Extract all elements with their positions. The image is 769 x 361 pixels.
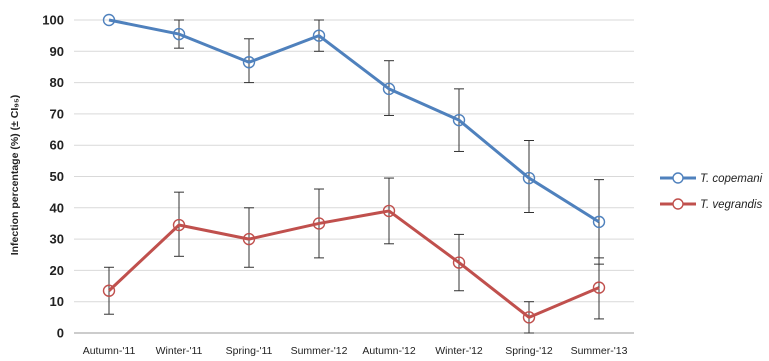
y-tick-label: 10 (50, 294, 64, 309)
data-point-marker (172, 27, 186, 41)
data-point-marker (452, 256, 466, 269)
series-markers (102, 13, 606, 324)
data-point-marker (172, 218, 186, 232)
y-axis-ticks: 0 10 20 30 40 50 60 70 80 90 100 (42, 13, 64, 341)
x-axis-ticks: Autumn-'11 Winter-'11 Spring-'11 Summer-'12… (83, 345, 628, 357)
y-tick-label: 40 (50, 200, 64, 215)
data-point-marker (592, 281, 606, 294)
y-tick-label: 100 (42, 13, 64, 28)
x-tick-label: Autumn-'11 (83, 345, 136, 357)
data-point-marker (312, 29, 326, 42)
data-point-marker (242, 56, 256, 69)
legend: T. copemani T. vegrandis (660, 172, 763, 211)
series-lines (107, 18, 600, 319)
y-tick-label: 90 (50, 44, 64, 59)
gridlines (74, 19, 634, 303)
data-point-marker (522, 311, 536, 324)
legend-marker (672, 172, 684, 184)
data-point-marker (312, 217, 326, 230)
data-point-marker (452, 113, 466, 127)
y-tick-label: 30 (50, 232, 64, 247)
legend-label: T. copemani (700, 173, 763, 185)
data-point-marker (382, 204, 396, 218)
data-point-marker (592, 215, 606, 229)
x-tick-label: Winter-'11 (156, 345, 203, 357)
data-point-marker (102, 13, 116, 27)
y-tick-label: 70 (50, 106, 64, 121)
series-line-1 (107, 209, 600, 319)
legend-marker (672, 198, 684, 210)
series-line-0 (108, 18, 600, 224)
y-axis-label: Infection percentage (%) (± CI₉₅) (9, 95, 21, 256)
data-point-marker (102, 284, 116, 297)
x-tick-label: Winter-'12 (435, 345, 483, 357)
x-tick-label: Spring-'12 (505, 345, 553, 357)
x-tick-label: Summer-'12 (291, 345, 348, 357)
y-tick-label: 60 (50, 138, 64, 153)
x-tick-label: Summer-'13 (571, 345, 628, 357)
y-tick-label: 80 (50, 75, 64, 90)
data-point-marker (382, 82, 396, 96)
data-point-marker (522, 171, 536, 185)
y-tick-label: 0 (57, 326, 64, 341)
data-point-marker (242, 232, 256, 246)
y-tick-label: 50 (50, 169, 64, 184)
x-tick-label: Autumn-'12 (362, 345, 416, 357)
legend-label: T. vegrandis (700, 199, 762, 211)
y-tick-label: 20 (50, 263, 64, 278)
x-tick-label: Spring-'11 (226, 345, 273, 357)
